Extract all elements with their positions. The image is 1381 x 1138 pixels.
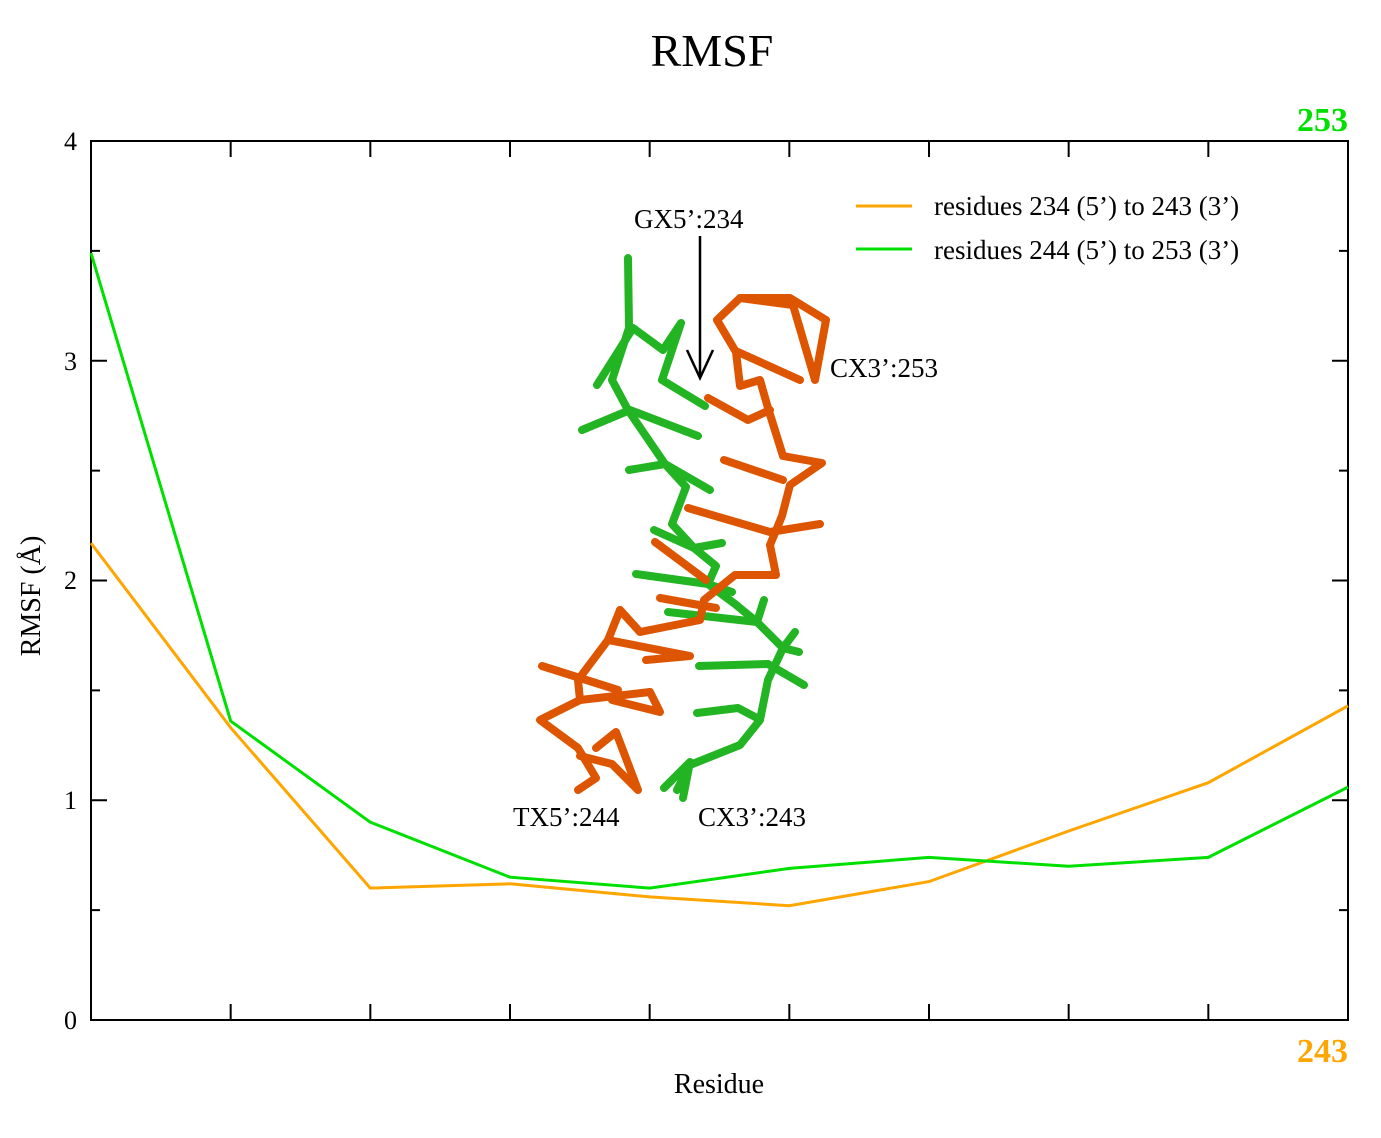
y-tick-label-1: 1 bbox=[64, 786, 77, 815]
plot-frame bbox=[90, 140, 1349, 1021]
strand-244-253-branch-9 bbox=[693, 704, 761, 722]
strand-244-253-branch-1 bbox=[593, 319, 709, 410]
series-line-0 bbox=[89, 542, 1349, 908]
strand-244-253-backbone-upper bbox=[608, 254, 787, 794]
strand-234-243-branch-2 bbox=[720, 456, 787, 484]
annotation-gx5-234: GX5’:234 bbox=[634, 204, 744, 234]
strand-234-243-branch-7 bbox=[538, 662, 622, 694]
strand-234-243-branch-5 bbox=[656, 594, 720, 612]
dna-duplex-inset: GX5’:234 CX3’:253 TX5’:244 CX3’:243 bbox=[513, 204, 938, 832]
legend-label-series-244-253: residues 244 (5’) to 253 (3’) bbox=[934, 235, 1239, 265]
y-tick-label-2: 2 bbox=[64, 566, 77, 595]
strand-234-243-backbone-lower bbox=[536, 606, 624, 794]
strand-234-243-loop-top bbox=[734, 348, 804, 384]
strand-244-253-branch-10 bbox=[660, 758, 694, 802]
strand-234-243-backbone-upper bbox=[616, 294, 830, 636]
y-tick-label-4: 4 bbox=[64, 127, 77, 156]
axis-ticks bbox=[90, 140, 1349, 1021]
strand-244-253-branch-3 bbox=[625, 460, 714, 494]
annotation-arrow-head bbox=[685, 349, 715, 381]
series-line-1 bbox=[89, 252, 1349, 890]
strand-244-253-branch-8 bbox=[695, 660, 808, 689]
strand-234-243-branch-3 bbox=[684, 504, 824, 536]
strand-244-253-branch-2 bbox=[578, 406, 702, 440]
legend-label-series-234-243: residues 234 (5’) to 243 (3’) bbox=[934, 191, 1239, 221]
annotation-cx3-243: CX3’:243 bbox=[698, 802, 806, 832]
y-tick-label-3: 3 bbox=[64, 347, 77, 376]
strand-234-243-branch-4 bbox=[651, 538, 710, 584]
top-right-residue-label: 253 bbox=[1297, 102, 1348, 139]
strand-244-253-branch-4 bbox=[650, 526, 726, 552]
strand-244-253-branch-5 bbox=[632, 570, 736, 596]
series-lines bbox=[89, 252, 1349, 908]
strand-234-243-branch-8 bbox=[576, 688, 664, 716]
annotation-cx3-253: CX3’:253 bbox=[830, 353, 938, 383]
y-axis-label: RMSF (Å) bbox=[16, 536, 47, 657]
strand-234-243-branch-6 bbox=[604, 636, 694, 664]
y-tick-label-0: 0 bbox=[64, 1006, 77, 1035]
annotation-tx5-244: TX5’:244 bbox=[513, 802, 620, 832]
strand-234-243-branch-1 bbox=[704, 394, 774, 424]
legend: residues 234 (5’) to 243 (3’) residues 2… bbox=[856, 191, 1239, 265]
y-tick-labels: 0 1 2 3 4 bbox=[64, 127, 77, 1035]
x-axis-label: Residue bbox=[674, 1069, 764, 1100]
bottom-right-residue-label: 243 bbox=[1297, 1033, 1348, 1070]
strand-234-243-branch-9 bbox=[576, 728, 642, 794]
strand-244-253-branch-7 bbox=[779, 628, 803, 656]
chart-title: RMSF bbox=[651, 25, 774, 76]
